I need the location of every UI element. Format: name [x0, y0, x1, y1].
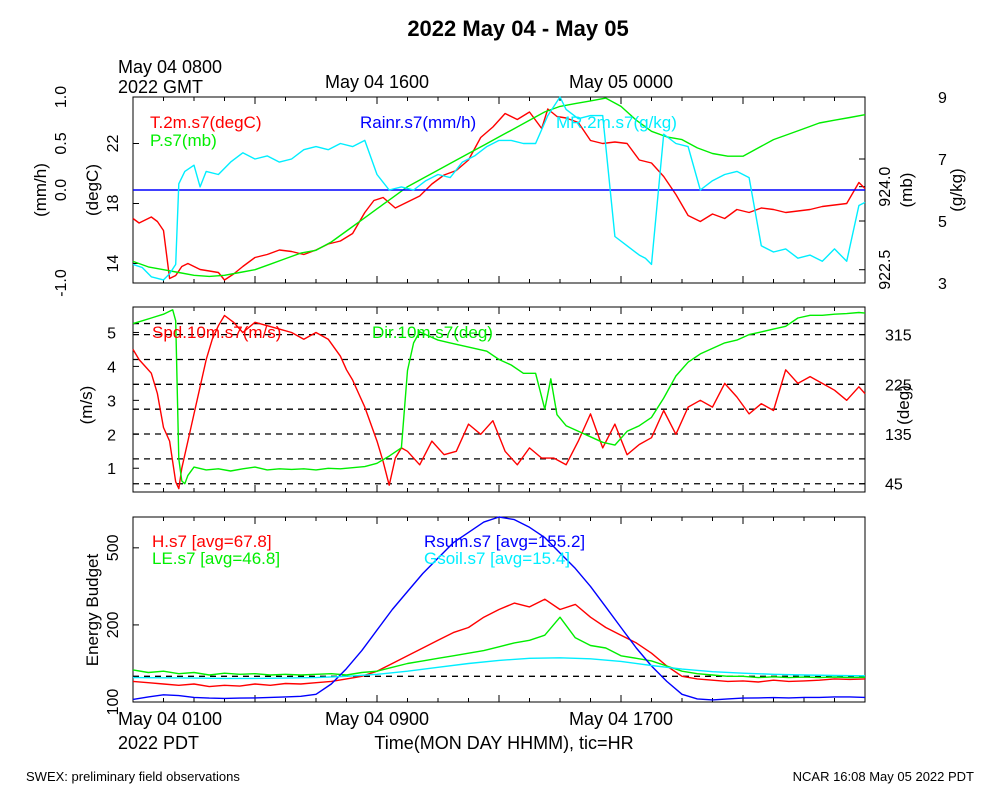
- axis-label-rain: (mm/h): [31, 163, 50, 217]
- axis-label-mr: (g/kg): [947, 168, 966, 211]
- tick-label: 3: [938, 276, 947, 293]
- tick-label: 5: [107, 325, 116, 342]
- time-label-pdt: May 04 1700: [569, 709, 673, 729]
- time-label-gmt: 2022 GMT: [118, 77, 203, 97]
- legend-entry: H.s7 [avg=67.8]: [152, 532, 272, 551]
- axis-label-temp: (degC): [83, 164, 102, 216]
- tick-label: 225: [885, 377, 912, 394]
- legend-entry: Rainr.s7(mm/h): [360, 113, 476, 132]
- time-label-gmt: May 04 1600: [325, 72, 429, 92]
- panel-top: -1.0 0.0 0.5 1.0 (mm/h) 14 18 22(degC) 922.5 924.…: [31, 86, 966, 297]
- tick-label: 500: [105, 534, 122, 561]
- tick-label: 14: [105, 255, 122, 273]
- tick-label: 22: [105, 135, 122, 153]
- footer-left: SWEX: preliminary field observations: [26, 769, 240, 784]
- x-axis-title: Time(MON DAY HHMM), tic=HR: [374, 733, 633, 753]
- series-line: [132, 616, 866, 679]
- time-label-pdt: May 04 0100: [118, 709, 222, 729]
- tick-label: 45: [885, 477, 903, 494]
- tick-label: 9: [938, 90, 947, 107]
- tick-label: 135: [885, 427, 912, 444]
- legend-entry: Spd.10m.s7(m/s): [152, 323, 281, 342]
- axis-label-energy: Energy Budget: [83, 553, 102, 666]
- series-line: [132, 516, 866, 701]
- legend-entry: Dir.10m.s7(deg): [372, 323, 493, 342]
- time-label-gmt: May 05 0000: [569, 72, 673, 92]
- series-line: [132, 96, 866, 281]
- time-label-pdt: 2022 PDT: [118, 733, 199, 753]
- tick-label: 18: [105, 195, 122, 213]
- tick-label: 2: [107, 427, 116, 444]
- tick-label: 100: [105, 689, 122, 716]
- tick-label: 200: [105, 611, 122, 638]
- tick-label: 4: [107, 359, 116, 376]
- axis-label-spd: (m/s): [77, 386, 96, 425]
- tick-label: 924.0: [877, 167, 894, 207]
- panels: -1.00.00.51.0(mm/h)141822(degC)922.5924.…: [31, 57, 966, 753]
- series-line: [132, 314, 866, 490]
- tick-label: 922.5: [877, 250, 894, 290]
- legend-entry: Rsum.s7 [avg=155.2]: [424, 532, 585, 551]
- tick-label: -1.0: [53, 269, 70, 297]
- time-label-gmt: May 04 0800: [118, 57, 222, 77]
- legend-entry: P.s7(mb): [150, 131, 217, 150]
- series-line: [132, 97, 866, 278]
- series-line: [132, 598, 866, 688]
- series-line: [132, 657, 866, 680]
- series-line: [132, 108, 866, 281]
- tick-label: 0.5: [53, 132, 70, 154]
- panel-middle: 12345(m/s)45135225315(deg)Spd.10m.s7(m/s…: [77, 306, 913, 494]
- legend-entry: Gsoil.s7 [avg=15.4]: [424, 549, 570, 568]
- tick-label: 1.0: [53, 86, 70, 108]
- tick-label: 315: [885, 328, 912, 345]
- axis-label-dir: (deg): [894, 385, 913, 425]
- tick-label: 0.0: [53, 179, 70, 201]
- tick-label: 5: [938, 214, 947, 231]
- legend-entry: T.2m.s7(degC): [150, 113, 261, 132]
- time-label-pdt: May 04 0900: [325, 709, 429, 729]
- footer-right: NCAR 16:08 May 05 2022 PDT: [793, 769, 974, 784]
- axis-label-pres: (mb): [897, 173, 916, 208]
- tick-label: 7: [938, 152, 947, 169]
- legend-entry: MR.2m.s7(g/kg): [556, 113, 677, 132]
- series-line: [132, 309, 866, 485]
- figure-title: 2022 May 04 - May 05: [407, 16, 628, 41]
- tick-label: 1: [107, 461, 116, 478]
- tick-label: 3: [107, 393, 116, 410]
- legend-entry: LE.s7 [avg=46.8]: [152, 549, 280, 568]
